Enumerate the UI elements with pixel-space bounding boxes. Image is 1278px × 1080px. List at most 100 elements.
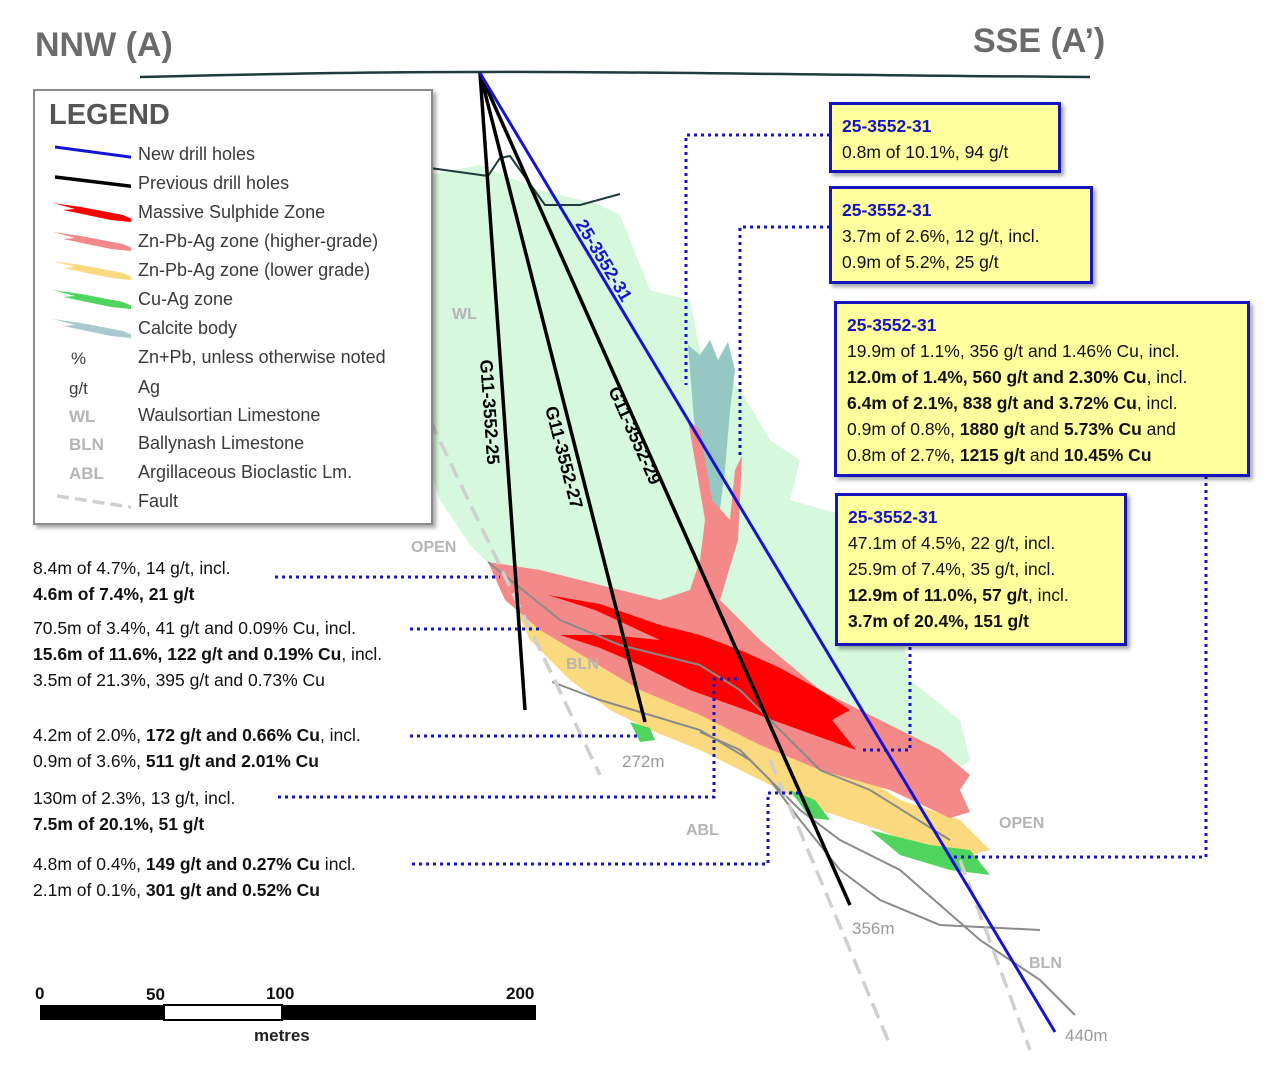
text-line: 3.5m of 21.3%, 395 g/t and 0.73% Cu [33, 667, 382, 693]
pink-swatch-symbol [53, 232, 131, 251]
text-run: 8.4m of 4.7%, 14 g/t, incl. [33, 558, 231, 578]
cu-ag-zone [630, 722, 655, 742]
callout-lines: 3.7m of 2.6%, 12 g/t, incl. 0.9m of 5.2%,… [842, 223, 1080, 275]
scale-bar-segment [40, 1005, 164, 1020]
legend-label: Calcite body [138, 318, 238, 338]
callout-hole-label: 25-3552-31 [842, 200, 932, 220]
unit-label-open: OPEN [411, 539, 457, 556]
fault-line [768, 759, 892, 1046]
title-left: NNW (A) [35, 26, 173, 64]
text-line: 3.7m of 20.4%, 151 g/t [848, 608, 1114, 634]
legend-item-abl: ABL Argillaceous Bioclastic Lm. [35, 459, 431, 488]
text-line: 70.5m of 3.4%, 41 g/t and 0.09% Cu, incl… [33, 615, 382, 641]
text-run: , incl. [319, 725, 361, 745]
unit-label-open: OPEN [999, 815, 1045, 832]
text-run: 0.8m of 10.1%, 94 g/t [842, 142, 1009, 162]
text-line: 19.9m of 1.1%, 356 g/t and 1.46% Cu, inc… [847, 338, 1237, 364]
black-line-symbol [54, 175, 131, 189]
text-line: 2.1m of 0.1%, 301 g/t and 0.52% Cu [33, 877, 356, 903]
text-run: and [1025, 445, 1064, 465]
bold-text-run: 7.5m of 20.1%, 51 g/t [33, 814, 205, 834]
legend-label: Fault [138, 491, 179, 511]
drill-hole-g11-3552-29 [478, 72, 852, 906]
callout-hole-label: 25-3552-31 [842, 116, 932, 136]
bln-contact [487, 561, 951, 841]
bold-text-run: 172 g/t and 0.66% Cu [145, 725, 320, 745]
legend-item-zn-high: Zn-Pb-Ag zone (higher-grade) [35, 228, 431, 257]
leader-line [412, 791, 800, 866]
legend-label: Waulsortian Limestone [138, 405, 321, 425]
intercept-annotation: 130m of 2.3%, 13 g/t, incl. 7.5m of 20.1%… [33, 785, 235, 837]
text-line: 8.4m of 4.7%, 14 g/t, incl. [33, 555, 230, 581]
legend-item-bln: BLN Ballynash Limestone [35, 430, 431, 459]
intercept-annotation: 8.4m of 4.7%, 14 g/t, incl. 4.6m of 7.4%,… [33, 555, 230, 607]
text-line: 0.8m of 2.7%, 1215 g/t and 10.45% Cu [847, 442, 1237, 468]
legend-item-wl: WL Waulsortian Limestone [35, 402, 431, 431]
legend-label: Ag [138, 377, 161, 397]
callout-lines: 0.8m of 10.1%, 94 g/t [842, 139, 1048, 165]
legend-title: LEGEND [49, 99, 170, 131]
text-run: , incl. [341, 644, 383, 664]
bold-text-run: 4.6m of 7.4%, 21 g/t [33, 584, 195, 604]
text-line: 4.8m of 0.4%, 149 g/t and 0.27% Cu incl. [33, 851, 356, 877]
text-run: 0.9m of 3.6%, [33, 751, 146, 771]
callout-box: 25-3552-31 0.8m of 10.1%, 94 g/t [829, 102, 1061, 173]
text-run: , incl. [1027, 585, 1069, 605]
callout-box: 25-3552-31 3.7m of 2.6%, 12 g/t, incl. 0.… [829, 186, 1093, 284]
callout-lines: 47.1m of 4.5%, 22 g/t, incl. 25.9m of 7.4… [848, 530, 1114, 634]
bold-text-run: 3.7m of 20.4%, 151 g/t [848, 611, 1029, 631]
bold-text-run: 301 g/t and 0.52% Cu [145, 880, 320, 900]
intercept-annotation: 4.8m of 0.4%, 149 g/t and 0.27% Cu incl.… [33, 851, 356, 903]
unit-label-bln: BLN [1029, 955, 1062, 972]
drill-hole-25-3552-31 [478, 72, 1057, 1033]
text-run: 19.9m of 1.1%, 356 g/t and 1.46% Cu, inc… [847, 341, 1180, 361]
blue-line-symbol [54, 145, 131, 159]
text-run: , incl. [1136, 393, 1178, 413]
intercept-annotation: 70.5m of 3.4%, 41 g/t and 0.09% Cu, incl… [33, 615, 382, 693]
scale-unit-label: metres [254, 1026, 310, 1045]
legend-abbr: BLN [69, 435, 104, 454]
legend-item-new-drill-holes: New drill holes [35, 141, 431, 170]
text-run: , incl. [1146, 367, 1188, 387]
text-run: 25.9m of 7.4%, 35 g/t, incl. [848, 559, 1056, 579]
unit-label-bln: BLN [566, 656, 599, 673]
text-run: and [1025, 419, 1064, 439]
scale-bar-segment [282, 1005, 536, 1020]
drill-hole-g11-3552-25 [478, 72, 527, 711]
green-swatch-symbol [53, 290, 131, 309]
legend-item-previous-drill-holes: Previous drill holes [35, 170, 431, 199]
legend-label: Zn-Pb-Ag zone (lower grade) [138, 260, 371, 280]
bln-contact-lower [699, 731, 1041, 931]
text-line: 130m of 2.3%, 13 g/t, incl. [33, 785, 235, 811]
zn-high-grade-zone [488, 420, 970, 818]
legend-item-cu-ag: Cu-Ag zone [35, 286, 431, 315]
text-line: 0.9m of 0.8%, 1880 g/t and 5.73% Cu and [847, 416, 1237, 442]
legend-abbr: ABL [69, 464, 104, 483]
unit-label-abl: ABL [686, 822, 719, 839]
title-right: SSE (A’) [973, 22, 1106, 60]
bold-text-run: 5.73% Cu [1063, 419, 1142, 439]
text-run: 4.2m of 2.0%, [33, 725, 146, 745]
blue-grey-swatch-symbol [53, 319, 131, 338]
legend-abbr: g/t [69, 379, 88, 398]
legend-abbr: WL [69, 407, 96, 426]
leader-line [738, 225, 830, 457]
calcite-body [688, 340, 735, 540]
legend-label: Zn-Pb-Ag zone (higher-grade) [138, 231, 379, 251]
text-run: 2.1m of 0.1%, [33, 880, 146, 900]
text-line: 0.9m of 5.2%, 25 g/t [842, 249, 1080, 275]
scale-tick-label: 200 [506, 984, 535, 1003]
text-run: 0.8m of 2.7%, [847, 445, 960, 465]
leader-line [950, 476, 1208, 859]
legend-item-massive-sulphide: Massive Sulphide Zone [35, 199, 431, 228]
text-line: 15.6m of 11.6%, 122 g/t and 0.19% Cu, in… [33, 641, 382, 667]
text-run: 47.1m of 4.5%, 22 g/t, incl. [848, 533, 1056, 553]
text-run: 130m of 2.3%, 13 g/t, incl. [33, 788, 236, 808]
bold-text-run: 1880 g/t [959, 419, 1026, 439]
text-run: incl. [319, 854, 356, 874]
callout-box: 25-3552-31 47.1m of 4.5%, 22 g/t, incl. 2… [835, 493, 1127, 646]
bold-text-run: 511 g/t and 2.01% Cu [145, 751, 319, 771]
unit-label-wl: WL [452, 306, 477, 323]
text-line: 25.9m of 7.4%, 35 g/t, incl. [848, 556, 1114, 582]
